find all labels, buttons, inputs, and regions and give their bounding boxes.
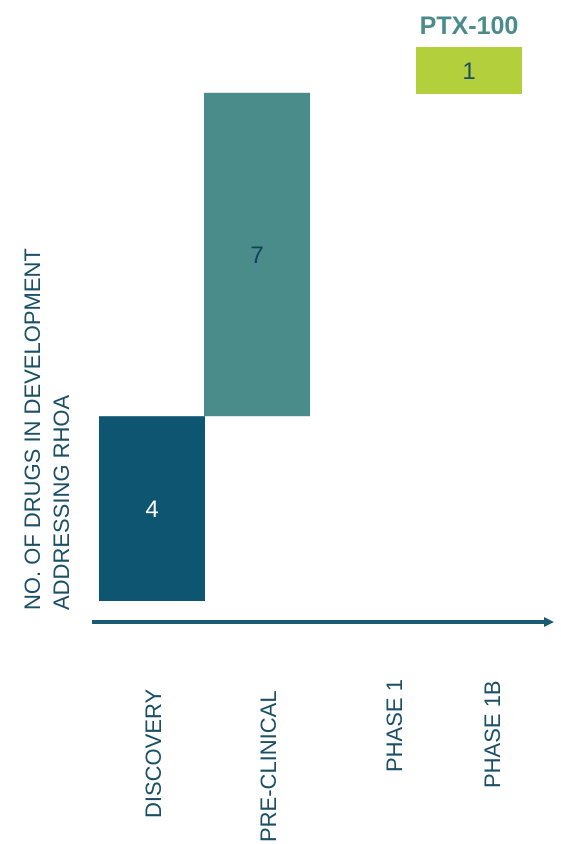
data-label-phase-1b: 1 bbox=[462, 58, 475, 85]
y-axis-label-line-1: NO. OF DRUGS IN DEVELOPMENT bbox=[20, 248, 45, 610]
bar-phase-1b bbox=[416, 47, 522, 94]
category-label-phase-1: PHASE 1 bbox=[382, 679, 407, 772]
bar-pre-clinical bbox=[204, 92, 310, 417]
bars: 4 7 1 bbox=[99, 47, 522, 601]
category-label-discovery: DISCOVERY bbox=[141, 688, 166, 818]
bar-discovery bbox=[99, 416, 205, 601]
data-label-discovery: 4 bbox=[145, 496, 158, 523]
y-axis-label-line-2: ADDRESSING RHOA bbox=[49, 395, 74, 610]
category-label-pre-clinical: PRE-CLINICAL bbox=[256, 690, 281, 842]
category-label-phase-1b: PHASE 1B bbox=[480, 680, 505, 788]
data-label-pre-clinical: 7 bbox=[250, 242, 263, 269]
y-axis-label: NO. OF DRUGS IN DEVELOPMENT ADDRESSING R… bbox=[20, 248, 74, 610]
callout-title: PTX-100 bbox=[420, 12, 519, 40]
category-labels: DISCOVERY PRE-CLINICAL PHASE 1 PHASE 1B bbox=[141, 679, 505, 842]
